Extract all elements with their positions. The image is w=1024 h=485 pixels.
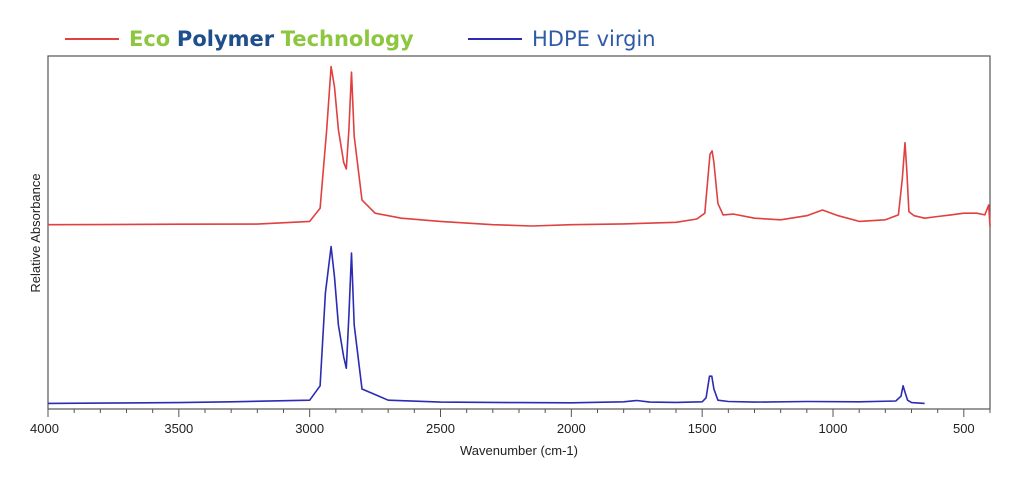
y-axis-title: Relative Absorbance <box>28 173 43 292</box>
x-tick-label: 2500 <box>426 421 455 436</box>
series-layer <box>47 65 991 405</box>
series-line-eco-polymer <box>47 65 991 227</box>
brand-word-technology: Technology <box>280 27 414 51</box>
plot-area-frame <box>47 55 991 410</box>
chart-legend: Eco Polymer Technology HDPE virgin <box>0 0 1024 60</box>
legend-label-hdpe: HDPE virgin <box>532 27 656 51</box>
x-tick-label: 3500 <box>164 421 193 436</box>
x-axis-ticks: 4000 3500 3000 2500 2000 1500 1000 500 <box>30 409 991 436</box>
legend-line-eco <box>65 38 119 40</box>
x-tick-label: 500 <box>953 421 975 436</box>
brand-word-polymer: Polymer <box>176 27 275 51</box>
x-tick-label: 1500 <box>688 421 717 436</box>
x-tick-label: 2000 <box>557 421 586 436</box>
legend-item-eco: Eco Polymer Technology <box>65 24 414 54</box>
series-line-hdpe-virgin <box>47 245 925 405</box>
legend-item-hdpe: HDPE virgin <box>468 24 656 54</box>
x-tick-label: 3000 <box>295 421 324 436</box>
legend-label-eco: Eco Polymer Technology <box>129 27 414 51</box>
x-tick-label: 1000 <box>819 421 848 436</box>
legend-line-hdpe <box>468 38 522 40</box>
x-tick-label: 4000 <box>30 421 59 436</box>
x-axis-title: Wavenumber (cm-1) <box>460 443 578 458</box>
brand-word-eco: Eco <box>129 27 171 51</box>
